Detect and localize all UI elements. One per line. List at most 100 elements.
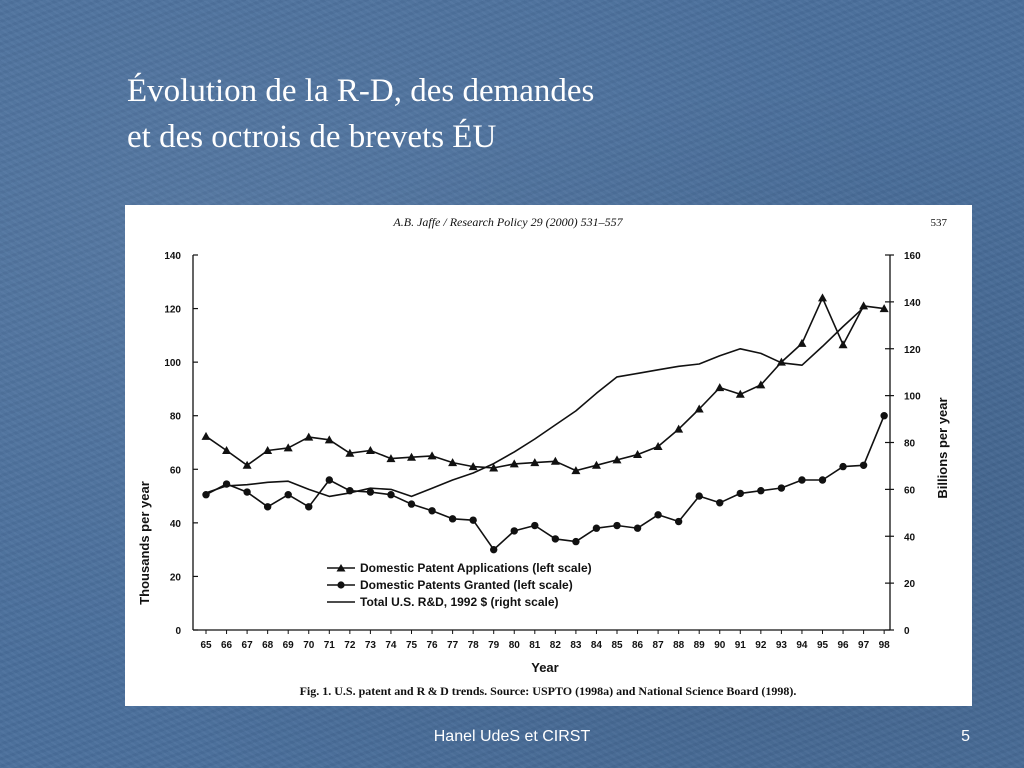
application-point: [263, 446, 273, 455]
application-point: [797, 338, 807, 347]
x-tick-label: 92: [755, 640, 767, 651]
slide-page-number: 5: [961, 728, 970, 745]
application-point: [304, 432, 314, 441]
x-tick-label: 68: [262, 640, 274, 651]
figure-panel: A.B. Jaffe / Research Policy 29 (2000) 5…: [125, 205, 972, 706]
y-tick-label-left: 140: [164, 251, 181, 262]
y-tick-label-right: 120: [904, 345, 921, 356]
x-tick-label: 88: [673, 640, 685, 651]
y-tick-label-right: 160: [904, 251, 921, 262]
granted-point: [510, 527, 518, 535]
application-point: [818, 293, 827, 302]
application-point: [324, 435, 334, 444]
granted-point: [284, 491, 292, 499]
x-tick-label: 65: [200, 640, 212, 651]
figure-caption: Fig. 1. U.S. patent and R & D trends. So…: [300, 684, 797, 698]
y-tick-label-left: 120: [164, 305, 181, 316]
x-tick-label: 85: [611, 640, 623, 651]
granted-point: [757, 487, 765, 495]
granted-point: [490, 545, 498, 554]
granted-point: [243, 488, 251, 496]
y-tick-label-left: 40: [170, 519, 182, 530]
granted-point: [592, 524, 601, 532]
application-point: [489, 463, 499, 472]
chart-series: [201, 293, 889, 554]
y-tick-label-right: 40: [904, 532, 916, 543]
granted-point: [366, 488, 375, 496]
application-point: [859, 301, 869, 310]
y-tick-label-left: 20: [170, 572, 182, 583]
application-point: [345, 448, 355, 457]
application-point: [756, 380, 766, 389]
application-point: [386, 454, 396, 463]
x-tick-label: 66: [221, 640, 233, 651]
application-point: [694, 404, 704, 413]
x-tick-label: 94: [796, 640, 808, 651]
application-point: [735, 389, 745, 398]
application-point: [468, 462, 478, 471]
y-tick-label-right: 60: [904, 485, 916, 496]
y-tick-label-left: 60: [170, 465, 182, 476]
y-tick-label-right: 80: [904, 439, 916, 450]
x-tick-label: 91: [735, 640, 747, 651]
application-point: [407, 452, 416, 461]
granted-point: [736, 489, 744, 498]
x-tick-label: 90: [714, 640, 726, 651]
x-tick-label: 95: [817, 640, 829, 651]
slide-footer: Hanel UdeS et CIRST: [433, 728, 591, 745]
y-tick-label-left: 0: [175, 626, 181, 637]
application-point: [550, 456, 560, 465]
granted-point: [859, 461, 868, 469]
application-point: [674, 424, 684, 433]
x-tick-label: 82: [550, 640, 562, 651]
x-tick-label: 80: [509, 640, 521, 651]
series-line-2: [205, 307, 865, 498]
granted-point: [613, 521, 621, 530]
y-tick-label-left: 100: [164, 358, 181, 369]
granted-point: [818, 476, 827, 484]
chart-axes: 0 20 40 60 80 100 120 140 0 20 40 60 80 100 120 140 160 6…: [164, 251, 921, 651]
granted-point: [880, 412, 888, 420]
legend-label-applications: Domestic Patent Applications (left scale…: [360, 561, 592, 575]
slide-title-line-1: Évolution de la R-D, des demandes: [127, 73, 595, 109]
chart-legend: Domestic Patent Applications (left scale…: [327, 561, 592, 609]
y-tick-label-left: 80: [170, 412, 182, 423]
legend-triangle-marker: [336, 564, 346, 572]
application-point: [242, 460, 252, 469]
application-point: [653, 442, 663, 451]
granted-point: [551, 535, 560, 543]
granted-point: [839, 462, 847, 471]
granted-point: [469, 516, 477, 524]
application-point: [365, 446, 375, 455]
application-point: [201, 431, 211, 440]
x-tick-label: 84: [591, 640, 603, 651]
application-point: [612, 455, 622, 464]
x-tick-label: 87: [653, 640, 665, 651]
application-point: [509, 459, 519, 468]
application-point: [715, 383, 725, 392]
x-tick-label: 81: [529, 640, 541, 651]
x-tick-label: 86: [632, 640, 644, 651]
application-point: [591, 460, 601, 469]
legend-circle-marker: [337, 581, 345, 589]
x-tick-label: 89: [694, 640, 706, 651]
y-tick-label-right: 140: [904, 298, 921, 309]
patent-rd-chart: A.B. Jaffe / Research Policy 29 (2000) 5…: [137, 215, 950, 698]
granted-point: [716, 499, 724, 507]
granted-point: [674, 517, 683, 526]
x-tick-label: 69: [283, 640, 295, 651]
x-tick-label: 93: [776, 640, 788, 651]
x-tick-label: 83: [570, 640, 582, 651]
x-tick-label: 77: [447, 640, 459, 651]
granted-point: [633, 524, 642, 532]
x-tick-label: 76: [426, 640, 438, 651]
legend-label-granted: Domestic Patents Granted (left scale): [360, 578, 573, 592]
application-point: [283, 443, 293, 452]
granted-point: [428, 507, 436, 515]
granted-point: [531, 521, 539, 530]
x-tick-label: 70: [303, 640, 315, 651]
granted-point: [695, 492, 703, 500]
x-tick-label: 71: [324, 640, 336, 651]
granted-point: [263, 503, 272, 511]
granted-point: [305, 503, 313, 511]
